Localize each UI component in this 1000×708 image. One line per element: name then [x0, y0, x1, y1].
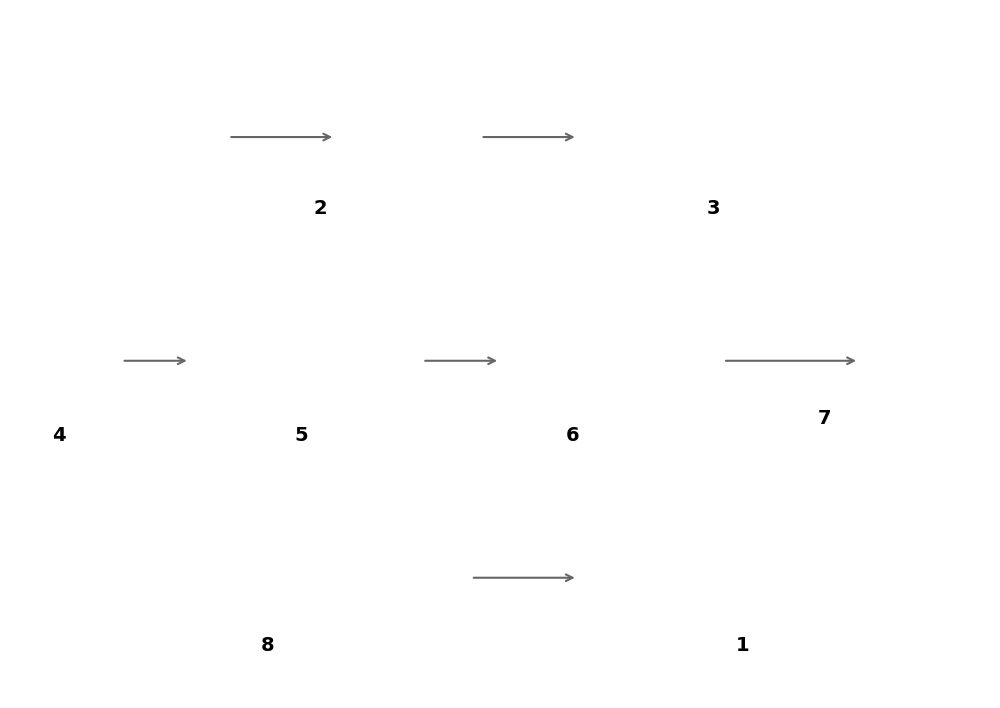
Text: 4: 4 [52, 426, 65, 445]
Text: 8: 8 [260, 636, 274, 655]
Text: 1: 1 [736, 636, 749, 655]
Text: 7: 7 [818, 409, 832, 428]
Text: 3: 3 [707, 199, 720, 218]
Text: 2: 2 [314, 199, 327, 218]
Text: 5: 5 [294, 426, 308, 445]
Text: 6: 6 [566, 426, 580, 445]
